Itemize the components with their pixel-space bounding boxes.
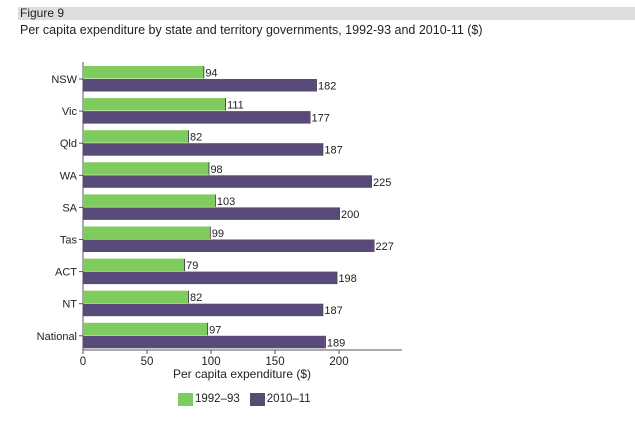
value-label: 79 <box>186 260 198 272</box>
bar-qld-1992 <box>83 130 188 143</box>
x-tick-label: 100 <box>201 356 220 368</box>
bar-national-1992 <box>83 322 208 336</box>
category-label-wa: WA <box>60 170 78 182</box>
figure-header-band <box>18 7 635 20</box>
value-label: 177 <box>312 113 330 125</box>
value-label: 97 <box>209 324 221 336</box>
x-tick-label: 50 <box>141 356 154 368</box>
category-label-nsw: NSW <box>51 74 77 86</box>
bar-sa-1992 <box>83 194 215 207</box>
bar-vic-2010 <box>83 111 310 124</box>
value-label: 187 <box>324 145 342 157</box>
x-tick-label: 0 <box>80 356 86 368</box>
bar-act-1992 <box>83 258 185 272</box>
value-label: 187 <box>324 305 342 317</box>
value-label: 198 <box>338 273 356 285</box>
legend-swatch-2010 <box>249 392 265 406</box>
value-label: 182 <box>318 81 336 93</box>
bar-tas-2010 <box>83 239 374 252</box>
x-tick-label: 200 <box>329 356 348 368</box>
bar-qld-2010 <box>83 143 323 156</box>
value-label: 99 <box>212 228 224 240</box>
legend-item-2010: 2010–11 <box>249 392 311 406</box>
value-label: 227 <box>376 241 394 253</box>
bar-wa-2010 <box>83 175 371 188</box>
legend-item-1992: 1992–93 <box>178 392 240 406</box>
x-tick-label: 150 <box>265 356 284 368</box>
value-label: 82 <box>190 132 202 144</box>
bar-sa-2010 <box>83 207 339 220</box>
category-label-vic: Vic <box>62 106 78 118</box>
bar-nsw-2010 <box>83 79 316 92</box>
category-label-sa: SA <box>62 202 77 214</box>
bar-national-2010 <box>83 335 325 349</box>
legend-swatch-1992 <box>178 392 193 406</box>
value-label: 98 <box>210 164 222 176</box>
bar-nt-1992 <box>83 290 188 304</box>
figure-label: Figure 9 <box>20 6 65 20</box>
bar-act-2010 <box>83 271 337 285</box>
legend-label-1992: 1992–93 <box>195 393 240 405</box>
value-label: 94 <box>205 68 217 80</box>
value-label: 82 <box>190 292 202 304</box>
value-label: 111 <box>227 100 244 112</box>
category-label-act: ACT <box>55 267 77 279</box>
bar-tas-1992 <box>83 226 210 239</box>
bar-nsw-1992 <box>83 66 204 79</box>
x-axis-title: Per capita expenditure ($) <box>173 367 311 381</box>
category-label-national: National <box>37 331 77 343</box>
value-label: 189 <box>327 337 345 349</box>
bar-wa-1992 <box>83 162 209 175</box>
category-label-qld: Qld <box>60 138 77 150</box>
bar-vic-1992 <box>83 98 226 111</box>
legend: 1992–93 2010–11 <box>178 391 321 407</box>
category-label-nt: NT <box>62 299 77 311</box>
chart-title: Per capita expenditure by state and terr… <box>20 23 483 37</box>
bar-nt-2010 <box>83 303 323 317</box>
legend-label-2010: 2010–11 <box>266 393 311 405</box>
value-label: 225 <box>373 177 391 189</box>
value-label: 200 <box>341 209 359 221</box>
category-label-tas: Tas <box>60 235 78 247</box>
value-label: 103 <box>217 196 235 208</box>
